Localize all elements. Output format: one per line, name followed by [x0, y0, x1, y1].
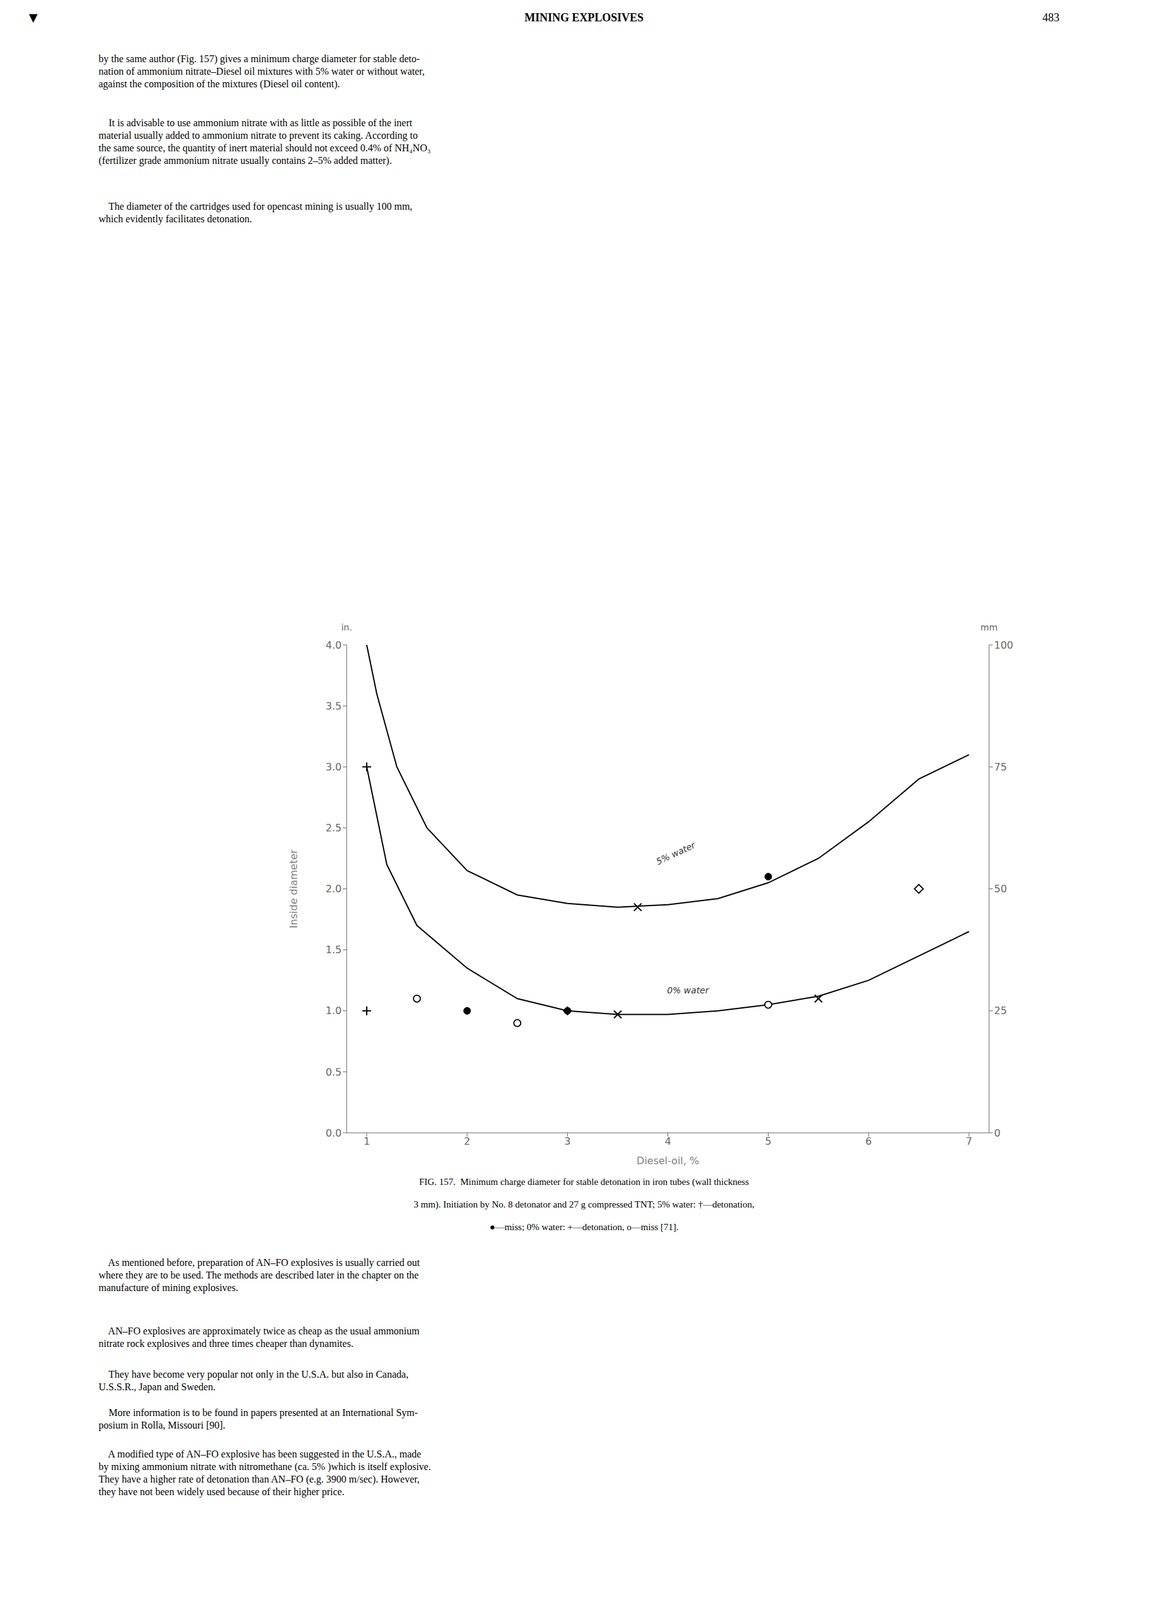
- svg-text:2.5: 2.5: [325, 822, 342, 834]
- svg-text:1: 1: [363, 1135, 370, 1148]
- svg-text:100: 100: [994, 639, 1014, 652]
- html-text:3 mm). Initiation by No. 8 det: 3 mm). Initiation by No. 8 detonator and…: [413, 1199, 755, 1210]
- html-text:MINING EXPLOSIVES: MINING EXPLOSIVES: [524, 11, 644, 24]
- svg-text:75: 75: [994, 761, 1007, 774]
- svg-text:0.5: 0.5: [325, 1066, 342, 1079]
- svg-text:4.0: 4.0: [325, 639, 342, 652]
- svg-text:1.5: 1.5: [325, 943, 342, 956]
- svg-text:2.0: 2.0: [325, 882, 342, 895]
- html-text:by the same author (Fig. 157): by the same author (Fig. 157) gives a mi…: [98, 53, 425, 90]
- svg-text:3: 3: [564, 1135, 571, 1148]
- html-text:They have become very popular: They have become very popular not only i…: [98, 1369, 409, 1393]
- html-text:The diameter of the cartridges: The diameter of the cartridges used for …: [98, 200, 413, 225]
- svg-text:5% water: 5% water: [654, 839, 698, 867]
- html-text:AN–FO explosives are approxima: AN–FO explosives are approximately twice…: [98, 1325, 420, 1349]
- svg-text:0% water: 0% water: [666, 985, 710, 996]
- svg-text:0.0: 0.0: [325, 1127, 342, 1140]
- html-text:in.: in.: [341, 622, 353, 633]
- svg-text:50: 50: [994, 882, 1007, 895]
- svg-text:4: 4: [664, 1135, 671, 1148]
- svg-text:5: 5: [764, 1135, 772, 1148]
- html-text:483: 483: [1042, 11, 1060, 24]
- html-text:A modified type of AN–FO explo: A modified type of AN–FO explosive has b…: [98, 1448, 431, 1498]
- svg-text:7: 7: [965, 1135, 973, 1148]
- svg-text:25: 25: [994, 1004, 1007, 1017]
- html-text:It is advisable to use ammoniu: It is advisable to use ammonium nitrate …: [98, 117, 431, 166]
- svg-text:6: 6: [865, 1135, 872, 1148]
- svg-text:3.0: 3.0: [325, 761, 342, 774]
- html-text:As mentioned before, preparati: As mentioned before, preparation of AN–F…: [98, 1257, 420, 1294]
- svg-text:3.5: 3.5: [325, 700, 342, 713]
- svg-text:2: 2: [464, 1135, 471, 1148]
- svg-text:1.0: 1.0: [325, 1004, 342, 1017]
- svg-text:Inside diameter: Inside diameter: [287, 849, 300, 929]
- svg-text:Diesel-oil, %: Diesel-oil, %: [636, 1154, 699, 1167]
- html-text:mm: mm: [980, 622, 998, 633]
- html-text:FIG. 157. Minimum charge diame: FIG. 157. Minimum charge diameter for st…: [419, 1176, 749, 1187]
- svg-text:0: 0: [994, 1127, 1001, 1140]
- html-text:●—miss; 0% water: +—detonation: ●—miss; 0% water: +—detonation, o—miss […: [489, 1222, 679, 1233]
- html-text:More information is to be foun: More information is to be found in paper…: [98, 1407, 418, 1431]
